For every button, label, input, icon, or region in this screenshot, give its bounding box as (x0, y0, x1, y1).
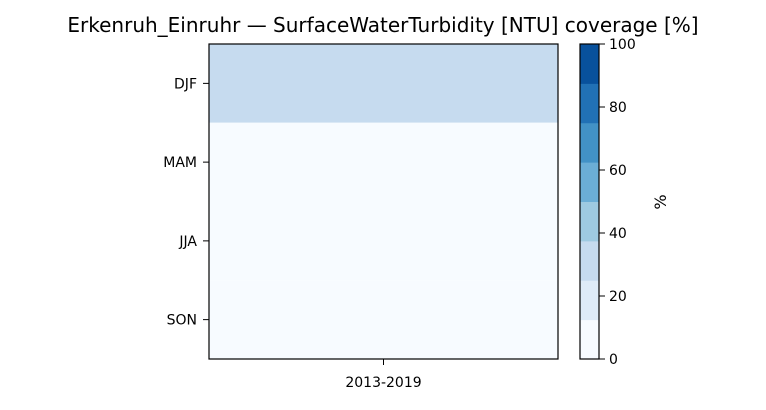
heatmap-cell (209, 201, 558, 281)
colorbar-frame (579, 43, 600, 360)
colorbar-tick-label: 100 (609, 37, 636, 53)
colorbar-segment (580, 319, 599, 360)
colorbar-segment (580, 162, 599, 202)
heatmap-cells (209, 44, 558, 359)
colorbar-tick-label: 60 (609, 163, 627, 179)
colorbar-tick-label: 0 (609, 352, 618, 368)
colorbar-segment (580, 83, 599, 124)
colorbar-tick-label: 40 (609, 226, 627, 242)
colorbar (579, 43, 600, 360)
colorbar-segment (580, 280, 599, 321)
colorbar-label: % (651, 194, 670, 209)
y-tick-label: DJF (174, 76, 197, 92)
y-axis: DJF MAM JJA SON (163, 76, 209, 329)
heatmap-cell (209, 44, 558, 123)
colorbar-segment (580, 44, 599, 84)
x-axis: 2013-2019 (345, 359, 422, 391)
colorbar-segment (580, 122, 599, 163)
heatmap-cell (209, 280, 558, 359)
y-tick-label: SON (167, 313, 197, 329)
colorbar-axis: 0 20 40 60 80 100 (599, 37, 636, 368)
chart-title: Erkenruh_Einruhr — SurfaceWaterTurbidity… (67, 13, 698, 37)
colorbar-segment (580, 201, 599, 242)
heatmap-cell (209, 122, 558, 202)
y-tick-label: MAM (163, 155, 197, 171)
colorbar-tick-label: 80 (609, 100, 627, 116)
x-tick-label: 2013-2019 (345, 375, 421, 391)
y-tick-label: JJA (178, 234, 197, 250)
colorbar-segment (580, 240, 599, 281)
colorbar-tick-label: 20 (609, 289, 627, 305)
